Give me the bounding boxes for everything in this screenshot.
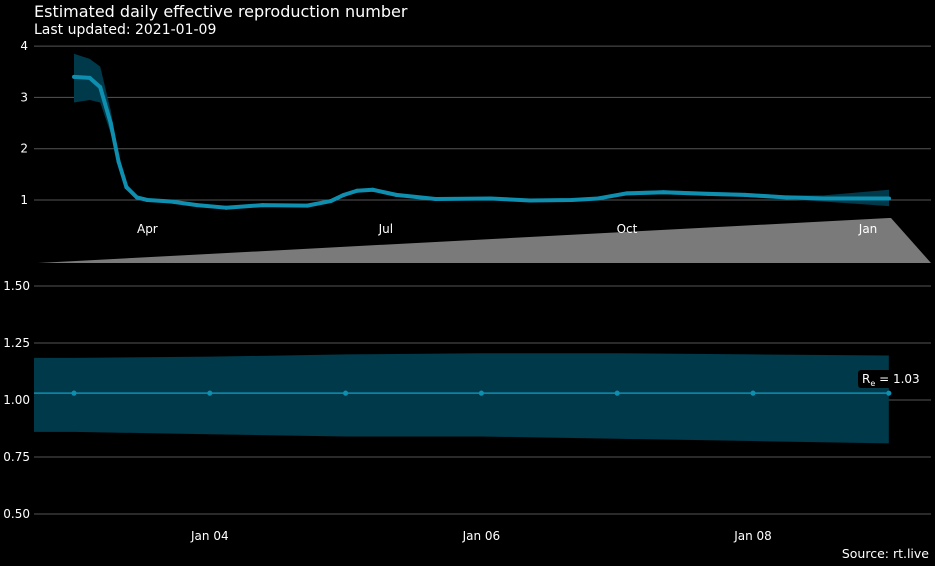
y-tick-label: 3	[20, 90, 28, 104]
detail-data-point	[207, 390, 213, 396]
y-tick-label: 4	[20, 39, 28, 53]
overview-data-point	[742, 192, 747, 197]
y-tick-label: 1.25	[3, 336, 30, 350]
overview-data-point	[661, 190, 666, 195]
detail-data-point	[614, 390, 620, 396]
x-tick-label: Jan 04	[190, 529, 229, 543]
detail-data-point	[343, 390, 349, 396]
current-rt-annotation: Re = 1.03	[862, 372, 920, 388]
overview-data-point	[394, 192, 399, 197]
overview-rt-line	[73, 74, 889, 210]
x-tick-label: Jan	[858, 222, 878, 236]
overview-data-point	[260, 203, 265, 208]
overview-data-point	[488, 196, 493, 201]
source-credit: Source: rt.live	[841, 546, 929, 561]
y-tick-label: 2	[20, 142, 28, 156]
y-tick-label: 0.50	[3, 507, 30, 521]
detail-panel: 0.50 0.75 1.00 1.25 1.50 Jan 04 Jan 06 Jan 08 Re…	[3, 279, 931, 543]
chart-subtitle: Last updated: 2021-01-09	[34, 22, 217, 38]
overview-data-point	[341, 192, 346, 197]
zoom-connector	[38, 218, 931, 263]
overview-data-point	[569, 198, 574, 202]
overview-panel: 1 2 3 4 Apr Jul Oct Jan	[20, 39, 931, 263]
overview-data-point	[195, 203, 200, 208]
overview-credible-band	[74, 53, 889, 210]
overview-data-point	[168, 199, 173, 204]
overview-data-point	[223, 205, 228, 210]
x-tick-label: Apr	[137, 222, 158, 236]
overview-data-point	[624, 191, 629, 196]
overview-data-point	[124, 185, 129, 190]
overview-data-point	[98, 85, 103, 90]
y-tick-label: 1.50	[3, 279, 30, 293]
overview-data-point	[706, 191, 711, 196]
overview-data-point	[784, 195, 789, 200]
y-tick-label: 1.00	[3, 393, 30, 407]
x-tick-label: Jan 06	[462, 529, 501, 543]
overview-data-point	[87, 75, 92, 80]
chart-title: Estimated daily effective reproduction n…	[34, 2, 408, 21]
overview-data-point	[887, 196, 891, 201]
overview-data-point	[108, 121, 113, 126]
overview-data-point	[134, 195, 139, 200]
overview-data-point	[355, 188, 360, 193]
x-tick-label: Jan 08	[733, 529, 772, 543]
annotation-box	[858, 370, 920, 388]
detail-data-point	[886, 390, 892, 396]
overview-data-point	[433, 196, 438, 201]
overview-data-point	[116, 159, 121, 164]
detail-credible-band	[34, 353, 889, 444]
overview-data-point	[370, 187, 375, 192]
x-tick-label: Jul	[378, 222, 393, 236]
detail-data-point	[71, 390, 77, 396]
overview-data-point	[305, 203, 310, 208]
overview-data-point	[328, 199, 333, 204]
overview-data-point	[72, 74, 76, 79]
overview-data-point	[596, 196, 601, 201]
detail-data-point	[478, 390, 484, 396]
overview-data-point	[821, 196, 826, 201]
y-tick-label: 1	[20, 193, 28, 207]
overview-data-point	[145, 198, 150, 202]
overview-data-point	[527, 198, 532, 203]
y-tick-label: 0.75	[3, 450, 30, 464]
x-tick-label: Oct	[617, 222, 638, 236]
detail-data-point	[750, 390, 756, 396]
